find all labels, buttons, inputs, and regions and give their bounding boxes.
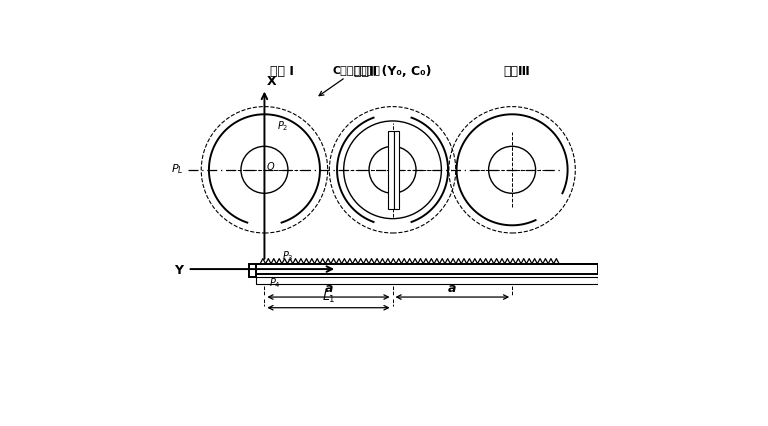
Text: 位置Ⅲ: 位置Ⅲ [503,65,530,78]
Text: $L_1$: $L_1$ [322,290,336,305]
Text: $P_3$: $P_3$ [282,248,293,262]
Text: a: a [449,281,456,294]
Text: X: X [266,75,276,87]
Text: Y: Y [174,263,184,276]
Text: 位置 I: 位置 I [270,65,293,78]
Bar [393,131,399,210]
Text: O: O [267,162,275,172]
Bar [250,264,256,277]
Bar [389,131,393,210]
Text: $P_L$: $P_L$ [170,161,184,175]
Text: 位置Ⅱ (Y₀, C₀): 位置Ⅱ (Y₀, C₀) [354,65,432,78]
Text: a: a [324,281,333,294]
Text: C軸垂直于紙面: C軸垂直于紙面 [319,65,381,96]
Text: $P_2$: $P_2$ [277,119,289,133]
Text: $P_4$: $P_4$ [269,276,280,290]
Bar [256,264,598,275]
Bar [256,277,598,285]
